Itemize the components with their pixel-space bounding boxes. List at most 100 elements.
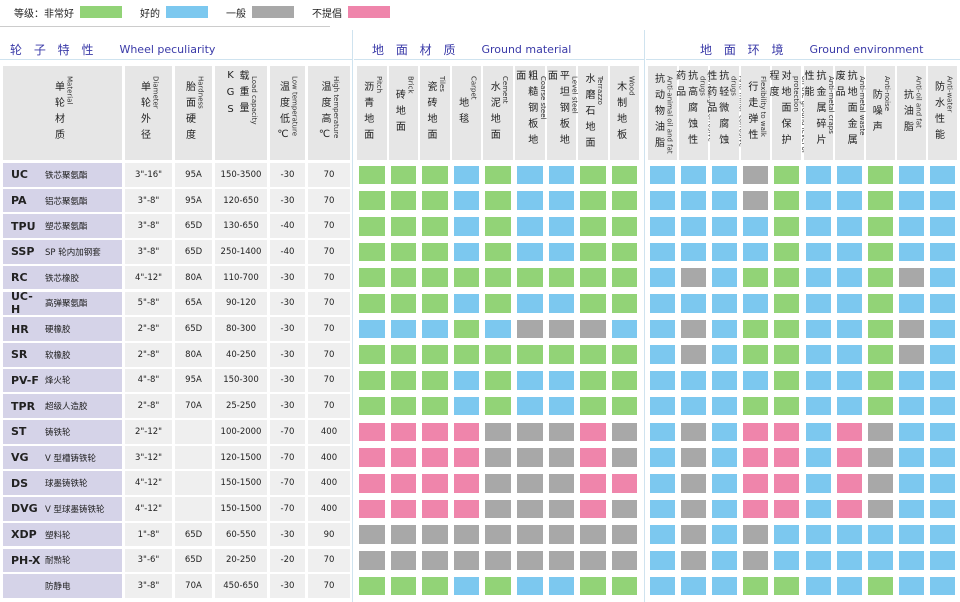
column-header: 载重量KGS Load capacity bbox=[215, 66, 267, 160]
rating-cell bbox=[548, 242, 575, 262]
rating-cell bbox=[650, 551, 676, 570]
rating-cell bbox=[485, 473, 511, 493]
rating-cell bbox=[743, 268, 769, 287]
legend-swatch bbox=[166, 6, 208, 18]
column-header: 地毯 Carpet bbox=[451, 66, 482, 160]
column-header: 抗地面金属废品 Anti-metal waste bbox=[833, 66, 866, 160]
column-header-zh: 抗轻微腐蚀性药品 bbox=[704, 70, 728, 150]
rating-cell bbox=[517, 396, 543, 416]
rating-cell bbox=[611, 525, 638, 544]
row-diameter: 4"-12" bbox=[125, 265, 172, 290]
rating-cell bbox=[774, 371, 800, 390]
row-code: DVG bbox=[3, 497, 41, 521]
rating-cell bbox=[898, 191, 924, 210]
column-header-zh: 抗油脂 bbox=[901, 89, 913, 137]
rating-cell bbox=[485, 319, 511, 339]
rating-cell bbox=[836, 371, 862, 390]
rating-cell bbox=[805, 242, 831, 262]
rating-cell bbox=[898, 448, 924, 467]
row-diameter: 3"-6" bbox=[125, 548, 172, 573]
legend-line bbox=[0, 26, 330, 27]
rating-cell bbox=[929, 294, 955, 313]
rating-cell bbox=[898, 345, 924, 365]
rating-cell bbox=[359, 216, 385, 236]
rating-cell bbox=[898, 576, 924, 596]
column-header-zh: 水磨石地面 bbox=[582, 73, 594, 153]
rating-cell bbox=[611, 371, 638, 390]
rating-cell bbox=[867, 551, 893, 570]
row-high: 70 bbox=[308, 394, 350, 418]
row-diameter: 5"-8" bbox=[125, 291, 172, 316]
legend-swatch bbox=[80, 6, 122, 18]
column-header-en: Level steel bbox=[570, 76, 579, 114]
rating-cell bbox=[650, 165, 676, 185]
row-hardness: 65D bbox=[175, 548, 212, 573]
row-load: 150-300 bbox=[215, 368, 267, 393]
column-header-en: Anti-metal craps bbox=[827, 76, 836, 134]
rating-cell bbox=[774, 525, 800, 544]
rating-cell bbox=[548, 216, 575, 236]
rating-cell bbox=[774, 448, 800, 467]
rating-cell bbox=[390, 551, 417, 570]
row-diameter: 3"-8" bbox=[125, 240, 172, 264]
rating-cell bbox=[548, 396, 575, 416]
column-header-zh: 地毯 bbox=[456, 97, 468, 129]
rating-cell bbox=[611, 422, 638, 442]
rating-cell bbox=[517, 294, 543, 313]
row-high: 70 bbox=[308, 214, 350, 239]
column-header-zh: 防水性能 bbox=[932, 81, 944, 145]
rating-cell bbox=[611, 345, 638, 365]
rating-cell bbox=[681, 448, 707, 467]
row-load: 150-3500 bbox=[215, 163, 267, 187]
column-header-en: Pitch bbox=[374, 76, 383, 94]
rating-cell bbox=[390, 525, 417, 544]
rating-cell bbox=[485, 191, 511, 210]
rating-cell bbox=[390, 242, 417, 262]
row-low: -70 bbox=[270, 471, 305, 496]
section-title-en: Ground material bbox=[481, 42, 572, 56]
row-low: -30 bbox=[270, 394, 305, 418]
rating-cell bbox=[390, 448, 417, 467]
rating-cell bbox=[681, 268, 707, 287]
rating-cell bbox=[485, 268, 511, 287]
row-diameter: 2"-8" bbox=[125, 317, 172, 341]
rating-cell bbox=[774, 499, 800, 519]
rating-cell bbox=[548, 294, 575, 313]
rating-cell bbox=[929, 525, 955, 544]
column-header-zh: 单轮材质 bbox=[52, 81, 64, 145]
rating-cell bbox=[774, 216, 800, 236]
rating-cell bbox=[359, 345, 385, 365]
row-load: 450-650 bbox=[215, 574, 267, 598]
rating-cell bbox=[836, 499, 862, 519]
row-high: 400 bbox=[308, 471, 350, 496]
rating-cell bbox=[548, 345, 575, 365]
rating-cell bbox=[712, 525, 738, 544]
row-load: 120-650 bbox=[215, 188, 267, 213]
section-underline bbox=[354, 59, 644, 60]
rating-cell bbox=[580, 371, 606, 390]
row-hardness: 65D bbox=[175, 317, 212, 341]
row-diameter: 3"-8" bbox=[125, 188, 172, 213]
legend: 等级： 非常好 好的 一般 不提倡 bbox=[14, 4, 408, 20]
rating-cell bbox=[485, 165, 511, 185]
rating-cell bbox=[867, 473, 893, 493]
column-header-zh: 水泥地面 bbox=[488, 81, 500, 145]
rating-cell bbox=[681, 191, 707, 210]
rating-cell bbox=[681, 396, 707, 416]
row-name: 高弹聚氨酯 bbox=[41, 291, 122, 316]
row-load: 100-2000 bbox=[215, 420, 267, 444]
section-header: 地 面 材 质 Ground material bbox=[372, 40, 642, 58]
row-hardness bbox=[175, 420, 212, 444]
rating-cell bbox=[485, 294, 511, 313]
rating-cell bbox=[681, 242, 707, 262]
row-high: 70 bbox=[308, 317, 350, 341]
rating-cell bbox=[359, 191, 385, 210]
rating-cell bbox=[580, 422, 606, 442]
rating-cell bbox=[650, 525, 676, 544]
rating-cell bbox=[422, 422, 448, 442]
rating-cell bbox=[712, 499, 738, 519]
rating-cell bbox=[485, 448, 511, 467]
column-header-en: Coarse steel bbox=[538, 76, 547, 120]
row-code: VG bbox=[3, 445, 41, 470]
